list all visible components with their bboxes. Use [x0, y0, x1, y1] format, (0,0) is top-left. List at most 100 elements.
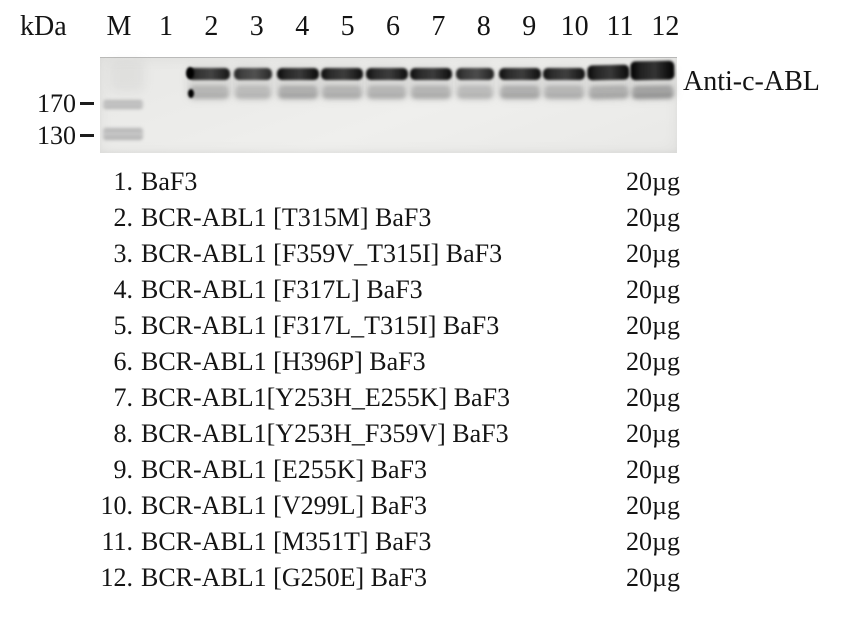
legend-row-amount: 20µg	[626, 455, 680, 484]
upper-band	[410, 68, 452, 80]
lane-label-9: 9	[522, 11, 537, 42]
sample-legend: 1. BaF3 20µg 2. BCR-ABL1 [T315M] BaF3 20µg 3. B…	[100, 164, 682, 596]
upper-band	[586, 64, 630, 81]
blot-lane-6	[364, 58, 409, 153]
legend-row: 2. BCR-ABL1 [T315M] BaF3 20µg	[100, 200, 682, 236]
band-dot	[188, 89, 194, 98]
legend-row-label: BCR-ABL1 [V299L] BaF3	[141, 491, 427, 520]
mw-130-tick	[80, 134, 94, 137]
lane-label-M: M	[106, 11, 132, 42]
legend-row-label: BCR-ABL1 [F317L_T315I] BaF3	[141, 311, 500, 340]
lower-band	[457, 86, 494, 99]
legend-row-number: 9.	[113, 455, 134, 484]
lane-label-12: 12	[651, 11, 680, 42]
band-dot	[186, 67, 194, 79]
blot-lane-10	[542, 58, 587, 153]
blot-lane-4	[275, 58, 320, 153]
legend-row-number: 12.	[100, 563, 134, 592]
legend-row-label: BCR-ABL1 [F317L] BaF3	[141, 275, 423, 304]
legend-row: 5. BCR-ABL1 [F317L_T315I] BaF3 20µg	[100, 308, 682, 344]
upper-band	[543, 68, 586, 80]
legend-row-label: BCR-ABL1 [G250E] BaF3	[141, 563, 427, 592]
upper-band	[456, 68, 495, 80]
blot-lane-11	[585, 58, 631, 154]
legend-row-label: BCR-ABL1 [F359V_T315I] BaF3	[141, 239, 503, 268]
lower-band	[322, 86, 363, 99]
mw-170-tick	[80, 102, 94, 105]
legend-row-number: 11.	[101, 527, 133, 556]
mw-marker-170: 170	[0, 89, 94, 118]
legend-row: 12. BCR-ABL1 [G250E] BaF3 20µg	[100, 560, 682, 596]
legend-row-number: 10.	[100, 491, 134, 520]
legend-row-number: 5.	[113, 311, 134, 340]
lower-band	[189, 86, 229, 99]
lower-band	[631, 85, 674, 100]
upper-band	[498, 68, 541, 80]
legend-row: 9. BCR-ABL1 [E255K] BaF3 20µg	[100, 452, 682, 488]
legend-row-amount: 20µg	[626, 419, 680, 448]
legend-row: 3. BCR-ABL1 [F359V_T315I] BaF3 20µg	[100, 236, 682, 272]
legend-row-number: 6.	[113, 347, 134, 376]
legend-row: 8. BCR-ABL1[Y253H_F359V] BaF3 20µg	[100, 416, 682, 452]
marker-band-170	[103, 100, 143, 109]
legend-row: 4. BCR-ABL1 [F317L] BaF3 20µg	[100, 272, 682, 308]
legend-row-label: BCR-ABL1 [T315M] BaF3	[141, 203, 432, 232]
lane-label-6: 6	[386, 11, 400, 42]
legend-row-amount: 20µg	[626, 239, 680, 268]
lower-band	[588, 85, 629, 100]
legend-row-number: 1.	[113, 167, 134, 196]
blot-lane-8	[455, 58, 496, 153]
legend-row: 1. BaF3 20µg	[100, 164, 682, 200]
blot-lane-7	[409, 58, 453, 153]
legend-row-amount: 20µg	[626, 527, 680, 556]
legend-row-amount: 20µg	[626, 203, 680, 232]
legend-row-number: 8.	[113, 419, 134, 448]
legend-row-amount: 20µg	[626, 347, 680, 376]
lane-label-10: 10	[560, 11, 589, 42]
lower-band	[277, 86, 318, 99]
film-smudge	[110, 60, 144, 92]
lower-band	[235, 86, 272, 99]
mw-170-label: 170	[37, 89, 76, 118]
blot-lane-3	[233, 58, 274, 153]
lane-label-2: 2	[204, 11, 219, 42]
lane-label-5: 5	[340, 11, 355, 42]
blot-lane-5	[320, 58, 365, 153]
legend-row-label: BaF3	[141, 167, 198, 196]
legend-row-amount: 20µg	[626, 491, 680, 520]
legend-row: 6. BCR-ABL1 [H396P] BaF3 20µg	[100, 344, 682, 380]
legend-row: 11. BCR-ABL1 [M351T] BaF3 20µg	[100, 524, 682, 560]
legend-row-label: BCR-ABL1 [H396P] BaF3	[141, 347, 426, 376]
lane-label-8: 8	[476, 11, 491, 42]
legend-row-amount: 20µg	[626, 563, 680, 592]
legend-row-amount: 20µg	[626, 311, 680, 340]
legend-row-amount: 20µg	[626, 275, 680, 304]
legend-row-label: BCR-ABL1 [E255K] BaF3	[141, 455, 427, 484]
upper-band	[276, 68, 319, 80]
kda-unit-label: kDa	[20, 11, 67, 42]
upper-band	[188, 68, 230, 80]
upper-band	[234, 68, 273, 80]
blot-lane-12	[629, 58, 676, 154]
upper-band	[321, 68, 364, 80]
upper-band	[365, 68, 408, 80]
lane-label-3: 3	[249, 11, 264, 42]
lane-label-1: 1	[159, 11, 173, 42]
blot-lane-9	[497, 58, 542, 153]
blot-lane-2	[186, 58, 231, 153]
legend-row-number: 4.	[113, 275, 134, 304]
antibody-label: Anti-c-ABL	[683, 66, 820, 97]
legend-row-amount: 20µg	[626, 383, 680, 412]
lower-band	[366, 86, 407, 99]
legend-row: 10. BCR-ABL1 [V299L] BaF3 20µg	[100, 488, 682, 524]
legend-row-number: 7.	[113, 383, 134, 412]
legend-row-label: BCR-ABL1 [M351T] BaF3	[141, 527, 432, 556]
western-blot-image	[100, 57, 677, 153]
legend-row-label: BCR-ABL1[Y253H_F359V] BaF3	[141, 419, 509, 448]
lower-band	[411, 86, 451, 99]
legend-row-label: BCR-ABL1[Y253H_E255K] BaF3	[141, 383, 511, 412]
lower-band	[499, 86, 540, 99]
upper-band	[630, 60, 675, 81]
legend-row-amount: 20µg	[626, 167, 680, 196]
